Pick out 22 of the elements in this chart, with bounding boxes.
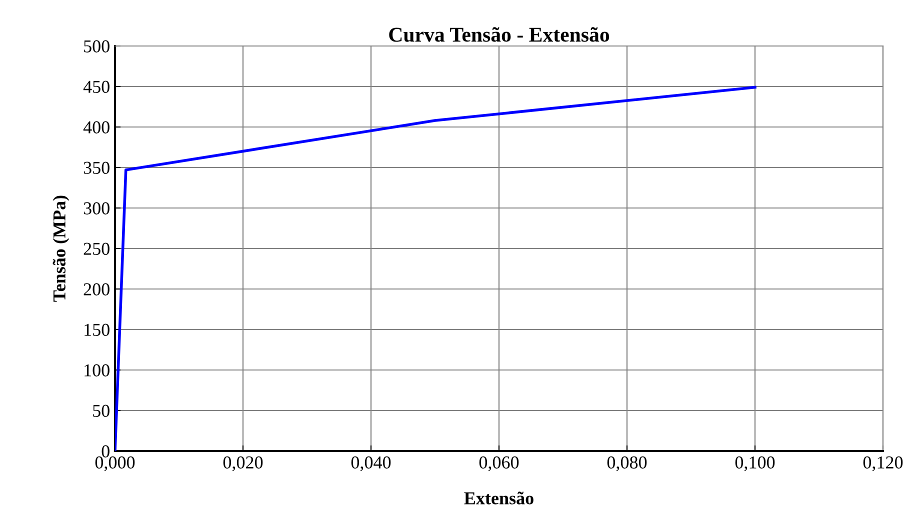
x-tick-label: 0,000 <box>95 456 135 472</box>
y-tick-label: 300 <box>84 202 110 214</box>
y-axis-title: Tensão (MPa) <box>52 196 70 302</box>
y-tick-label: 200 <box>84 283 110 296</box>
y-tick-label: 250 <box>84 242 110 255</box>
x-tick-label: 0,100 <box>735 456 775 472</box>
y-tick-label: 150 <box>84 324 110 336</box>
x-tick-label: 0,040 <box>351 456 391 472</box>
x-tick-label: 0,060 <box>479 456 519 472</box>
x-tick-label: 0,020 <box>223 456 263 472</box>
y-tick-label: 50 <box>93 404 110 417</box>
y-tick-label: 100 <box>84 364 110 376</box>
y-tick-label: 450 <box>83 80 110 93</box>
x-tick-label: 0,120 <box>863 456 903 472</box>
chart-title: Curva Tensão - Extensão <box>389 27 610 42</box>
y-tick-label: 500 <box>84 40 110 52</box>
y-tick-label: 400 <box>83 121 110 134</box>
y-tick-label: 0 <box>102 445 110 458</box>
x-tick-label: 0,080 <box>607 456 647 472</box>
y-tick-label: 350 <box>84 162 110 174</box>
line-series <box>115 86 756 451</box>
x-axis-title: Extensão <box>464 492 534 504</box>
